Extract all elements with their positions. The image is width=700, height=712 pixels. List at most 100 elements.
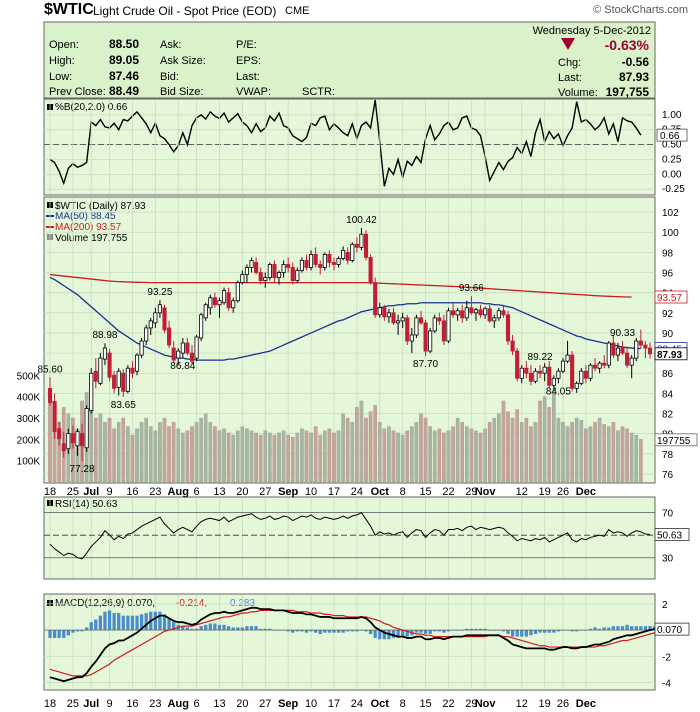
candle-body (551, 377, 556, 386)
macd-histogram-bar (295, 630, 299, 632)
macd-histogram-bar (80, 630, 84, 632)
volume-bar (547, 407, 552, 483)
price-tick-label: 84 (662, 389, 674, 400)
volume-bar (139, 422, 144, 483)
rsi-last-label: 50.63 (657, 530, 682, 541)
candle-body (560, 360, 566, 372)
macd-histogram-bar (117, 613, 121, 631)
macd-tick-label: -2 (662, 652, 671, 663)
candle-body (313, 253, 318, 265)
volume-bar (451, 426, 455, 483)
x-tick-label-macd: 26 (557, 698, 569, 710)
volume-bar (519, 422, 524, 483)
bid-label: Bid: (160, 71, 179, 83)
volume-bar (281, 430, 286, 483)
macd-histogram-bar (300, 630, 304, 632)
volume-bar (226, 432, 231, 483)
macd-histogram-bar (616, 626, 620, 631)
candle-body (501, 310, 506, 316)
x-tick-label-price: 9 (106, 486, 112, 498)
candle-body (409, 334, 414, 342)
macd-histogram-bar (611, 626, 616, 631)
quote-date: Wednesday 5-Dec-2012 (533, 25, 651, 37)
ask-label: Ask: (160, 39, 181, 51)
x-tick-label-price: 15 (419, 486, 431, 498)
macd-histogram-bar (634, 626, 638, 631)
macd-histogram-bar (94, 619, 98, 631)
candle-body (382, 307, 387, 318)
macd-histogram-bar (323, 630, 327, 633)
candle-body (620, 347, 625, 354)
volume-bar (327, 428, 332, 483)
candle-body (272, 264, 277, 278)
x-tick-label-price: 6 (194, 486, 200, 498)
volume-bar (492, 417, 497, 483)
candle-body (299, 260, 304, 271)
volume-bar (588, 426, 593, 483)
candle-body (61, 443, 66, 452)
x-tick-label-price: 13 (213, 486, 225, 498)
x-tick-label-price: Oct (371, 486, 390, 498)
volume-bar (639, 439, 643, 483)
volume-bar (345, 417, 350, 483)
macd-histogram-bar (442, 630, 446, 633)
candle-body (254, 262, 259, 273)
volume-bar (542, 396, 547, 483)
price-annotation: 84.05 (546, 386, 571, 397)
volume-bar (121, 417, 126, 483)
volume-tick-label: 400K (17, 393, 41, 404)
macd-histogram-bar (139, 614, 144, 631)
macd-histogram-bar (268, 628, 272, 631)
x-tick-label-macd: Dec (576, 698, 596, 710)
volume-bar (332, 432, 336, 483)
pe-label: P/E: (236, 39, 257, 51)
candle-body (57, 428, 62, 440)
candle-body (199, 314, 204, 339)
candle-body (341, 249, 346, 259)
macd-histogram-bar (506, 630, 510, 634)
macd-histogram-bar (643, 626, 648, 631)
macd-histogram-bar (89, 622, 93, 631)
volume-bar (460, 422, 465, 483)
macd-histogram-bar (350, 630, 354, 632)
volume-bar (396, 432, 400, 483)
volume-bar (474, 430, 478, 483)
candle-body (528, 372, 533, 382)
price-tick-label: 96 (662, 269, 674, 280)
price-annotation: 88.98 (92, 330, 117, 341)
macd-histogram-bar (428, 630, 432, 634)
candle-body (75, 431, 80, 447)
x-tick-label-macd: 24 (351, 698, 363, 710)
volume-label: Volume: (558, 87, 598, 99)
macd-histogram-bar (254, 626, 258, 631)
price-annotation: 93.66 (459, 283, 484, 294)
candle-body (451, 310, 456, 316)
candle-body (583, 370, 588, 379)
volume-bar (300, 428, 304, 483)
macd-histogram-bar (625, 624, 629, 631)
macd-histogram-bar (465, 628, 469, 631)
low-label: Low: (49, 71, 72, 83)
macd-histogram-bar (474, 628, 478, 631)
macd-histogram-bar (373, 630, 377, 638)
volume-bar (240, 426, 245, 483)
macd-histogram-bar (639, 626, 643, 631)
macd-histogram-bar (575, 630, 579, 632)
macd-histogram-bar (217, 624, 222, 631)
ma200-legend: MA(200) 93.57 (55, 222, 122, 233)
candle-body (189, 352, 195, 362)
macd-histogram-bar (167, 618, 171, 631)
brand-label: © StockCharts.com (593, 4, 688, 16)
candle-body (167, 327, 172, 346)
candle-body (487, 308, 492, 322)
macd-histogram-bar (652, 626, 657, 631)
macd-histogram-bar (469, 628, 474, 631)
macd-histogram-bar (318, 630, 322, 634)
volume-tick-label: 200K (17, 435, 41, 446)
volume-bar (135, 428, 139, 483)
macd-histogram-bar (648, 626, 652, 631)
macd-histogram-bar (538, 630, 542, 633)
candle-body (441, 320, 446, 342)
macd-histogram-bar (341, 630, 345, 633)
volume-bar (629, 432, 634, 483)
